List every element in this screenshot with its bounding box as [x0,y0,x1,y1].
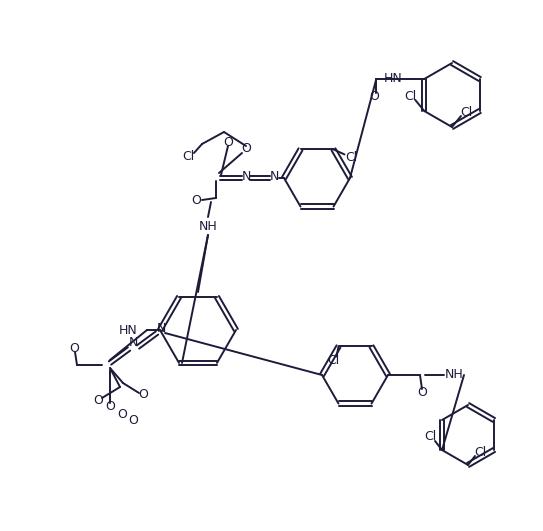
Text: O: O [191,194,201,208]
Text: O: O [138,389,148,401]
Text: NH: NH [445,369,463,381]
Text: Cl: Cl [182,150,194,162]
Text: Cl: Cl [460,107,472,119]
Text: N: N [128,337,138,349]
Text: O: O [241,142,251,156]
Text: O: O [417,387,427,399]
Text: O: O [117,408,127,422]
Text: Cl: Cl [424,431,436,443]
Text: Cl: Cl [474,446,486,458]
Text: Cl: Cl [404,90,416,104]
Text: NH: NH [199,219,217,233]
Text: O: O [69,342,79,355]
Text: O: O [128,414,138,426]
Text: Cl: Cl [327,354,339,367]
Text: O: O [93,395,103,407]
Text: O: O [105,400,115,414]
Text: O: O [223,135,233,149]
Text: N: N [269,170,279,184]
Text: N: N [156,322,166,336]
Text: HN: HN [383,73,402,85]
Text: HN: HN [119,323,138,337]
Text: N: N [241,170,251,184]
Text: O: O [369,90,379,104]
Text: Cl: Cl [345,151,358,164]
